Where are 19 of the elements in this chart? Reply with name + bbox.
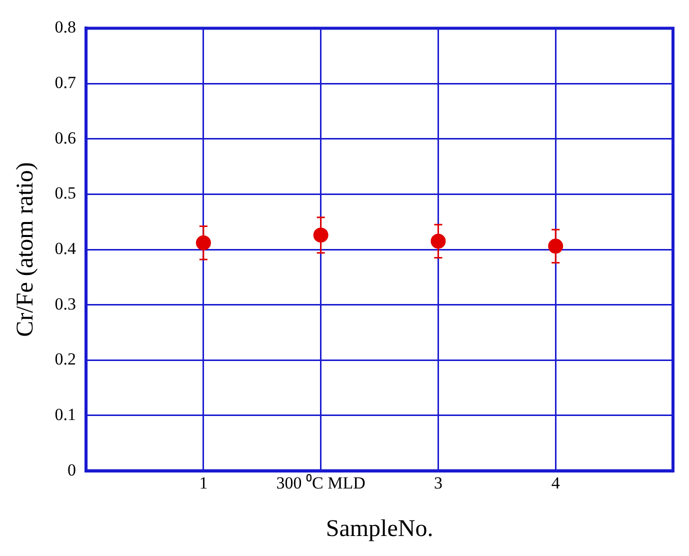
x-axis-title: SampleNo. (326, 516, 434, 542)
point (548, 238, 564, 254)
y-tick-label: 0.5 (54, 184, 76, 203)
point (430, 234, 446, 249)
x-tick-label: 3 (434, 473, 442, 492)
y-tick-label: 0 (68, 460, 76, 480)
point (196, 235, 211, 250)
point (313, 228, 328, 243)
y-tick-label: 0.3 (54, 294, 76, 314)
y-axis-title: Cr/Fe (atom ratio) (12, 162, 39, 337)
x-tick-label: 1 (199, 473, 208, 492)
y-tick-label: 0.8 (54, 18, 76, 37)
y-tick-label: 0.6 (54, 128, 76, 148)
y-tick-label: 0.7 (54, 72, 77, 92)
x-tick-label: 4 (551, 473, 560, 492)
y-tick-label: 0.2 (54, 350, 76, 369)
y-tick-label: 0.1 (54, 404, 76, 424)
x-tick-label: 300 ⁰C MLD (276, 473, 366, 492)
y-tick-label: 0.4 (54, 238, 77, 258)
